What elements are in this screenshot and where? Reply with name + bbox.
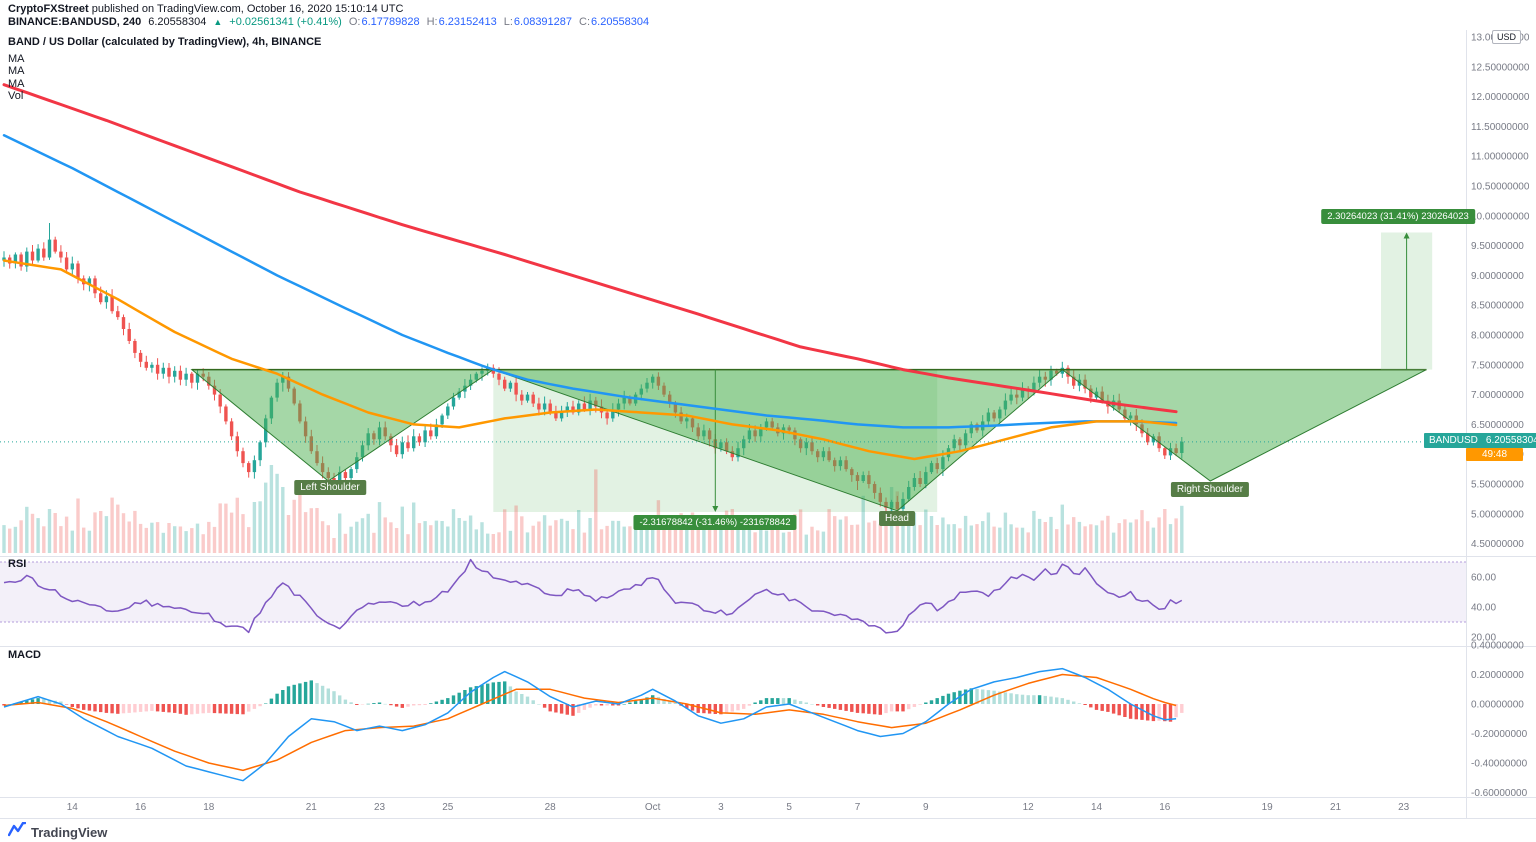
svg-text:-0.20000000: -0.20000000 (1471, 729, 1528, 740)
svg-text:21: 21 (306, 802, 318, 813)
publish-info-line: CryptoFXStreet published on TradingView.… (8, 3, 403, 15)
up-arrow-icon: ▲ (213, 17, 223, 27)
svg-text:0.40000000: 0.40000000 (1471, 641, 1524, 652)
macd-pane-title[interactable]: MACD (8, 649, 41, 661)
measure-up-label[interactable]: 2.30264023 (31.41%) 230264023 (1321, 209, 1475, 224)
left-shoulder-label[interactable]: Left Shoulder (294, 480, 366, 495)
svg-text:9: 9 (923, 802, 929, 813)
legend-volume[interactable]: Vol (8, 90, 24, 102)
legend-ma-3[interactable]: MA (8, 77, 25, 90)
svg-text:11.00000000: 11.00000000 (1471, 152, 1529, 163)
svg-text:5: 5 (786, 802, 792, 813)
svg-text:6.50000000: 6.50000000 (1471, 420, 1524, 431)
ohlc-low: L: 6.08391287 (503, 16, 573, 28)
tradingview-logo-icon[interactable] (7, 821, 27, 842)
svg-text:-0.60000000: -0.60000000 (1471, 788, 1528, 799)
svg-text:8.50000000: 8.50000000 (1471, 301, 1524, 312)
svg-text:10.50000000: 10.50000000 (1471, 182, 1530, 193)
svg-text:7: 7 (855, 802, 861, 813)
axis-unit-toggle[interactable]: USD (1492, 30, 1522, 44)
last-price-badge: BANDUSD 6.20558304 (1424, 433, 1536, 448)
rsi-pane-title[interactable]: RSI (8, 558, 27, 570)
symbol-info-line: BINANCE:BANDUSD, 240 6.20558304 ▲ +0.025… (8, 16, 649, 28)
right-shoulder-label[interactable]: Right Shoulder (1170, 482, 1250, 497)
svg-text:0.00000000: 0.00000000 (1471, 700, 1524, 711)
svg-text:23: 23 (374, 802, 386, 813)
svg-text:16: 16 (135, 802, 147, 813)
footer: TradingView (7, 821, 108, 842)
svg-text:19: 19 (1262, 802, 1274, 813)
svg-text:28: 28 (545, 802, 557, 813)
price-scale[interactable] (1466, 30, 1536, 798)
svg-text:23: 23 (1398, 802, 1410, 813)
svg-text:18: 18 (203, 802, 215, 813)
svg-text:7.50000000: 7.50000000 (1471, 360, 1524, 371)
bar-countdown: 49:48 (1466, 448, 1523, 461)
svg-text:8.00000000: 8.00000000 (1471, 331, 1524, 342)
head-label[interactable]: Head (879, 511, 915, 526)
price-change: +0.02561341 (+0.41%) (229, 16, 342, 28)
svg-text:11.50000000: 11.50000000 (1471, 122, 1529, 133)
svg-text:3: 3 (718, 802, 724, 813)
ohlc-close: C: 6.20558304 (579, 16, 650, 28)
svg-text:40.00: 40.00 (1471, 603, 1496, 614)
svg-text:14: 14 (1091, 802, 1103, 813)
svg-text:-0.40000000: -0.40000000 (1471, 759, 1528, 770)
svg-text:16: 16 (1159, 802, 1171, 813)
svg-text:5.50000000: 5.50000000 (1471, 480, 1524, 491)
last-price: 6.20558304 (148, 16, 207, 28)
publisher-name: CryptoFXStreet (8, 3, 89, 15)
legend-ma-1[interactable]: MA (8, 52, 25, 65)
badge-price: 6.20558304 (1485, 435, 1536, 446)
svg-text:12: 12 (1023, 802, 1035, 813)
svg-text:10.00000000: 10.00000000 (1471, 211, 1530, 222)
svg-text:60.00: 60.00 (1471, 573, 1496, 584)
badge-symbol: BANDUSD (1429, 435, 1478, 446)
svg-text:25: 25 (442, 802, 454, 813)
svg-text:12.50000000: 12.50000000 (1471, 62, 1530, 73)
svg-text:0.20000000: 0.20000000 (1471, 670, 1524, 681)
svg-text:5.00000000: 5.00000000 (1471, 509, 1524, 520)
ohlc-high: H: 6.23152413 (426, 16, 497, 28)
symbol-ticker: BINANCE:BANDUSD, 240 (8, 16, 142, 28)
svg-text:7.00000000: 7.00000000 (1471, 390, 1524, 401)
svg-text:14: 14 (67, 802, 79, 813)
svg-text:Oct: Oct (645, 802, 661, 813)
measure-down-label[interactable]: -2.31678842 (-31.46%) -231678842 (633, 515, 797, 530)
time-scale[interactable] (0, 798, 1536, 818)
ohlc-open: O: 6.17789828 (348, 16, 420, 28)
svg-text:21: 21 (1330, 802, 1342, 813)
svg-text:20.00: 20.00 (1471, 633, 1496, 644)
publish-info: published on TradingView.com, October 16… (91, 3, 404, 15)
chart-title: BAND / US Dollar (calculated by TradingV… (8, 36, 322, 48)
svg-text:9.50000000: 9.50000000 (1471, 241, 1524, 252)
svg-text:12.00000000: 12.00000000 (1471, 92, 1530, 103)
tradingview-brand-text[interactable]: TradingView (31, 824, 108, 840)
svg-text:4.50000000: 4.50000000 (1471, 539, 1524, 550)
legend-ma-2[interactable]: MA (8, 65, 25, 77)
chart-legend: BAND / US Dollar (calculated by TradingV… (8, 36, 321, 103)
svg-text:9.00000000: 9.00000000 (1471, 271, 1524, 282)
